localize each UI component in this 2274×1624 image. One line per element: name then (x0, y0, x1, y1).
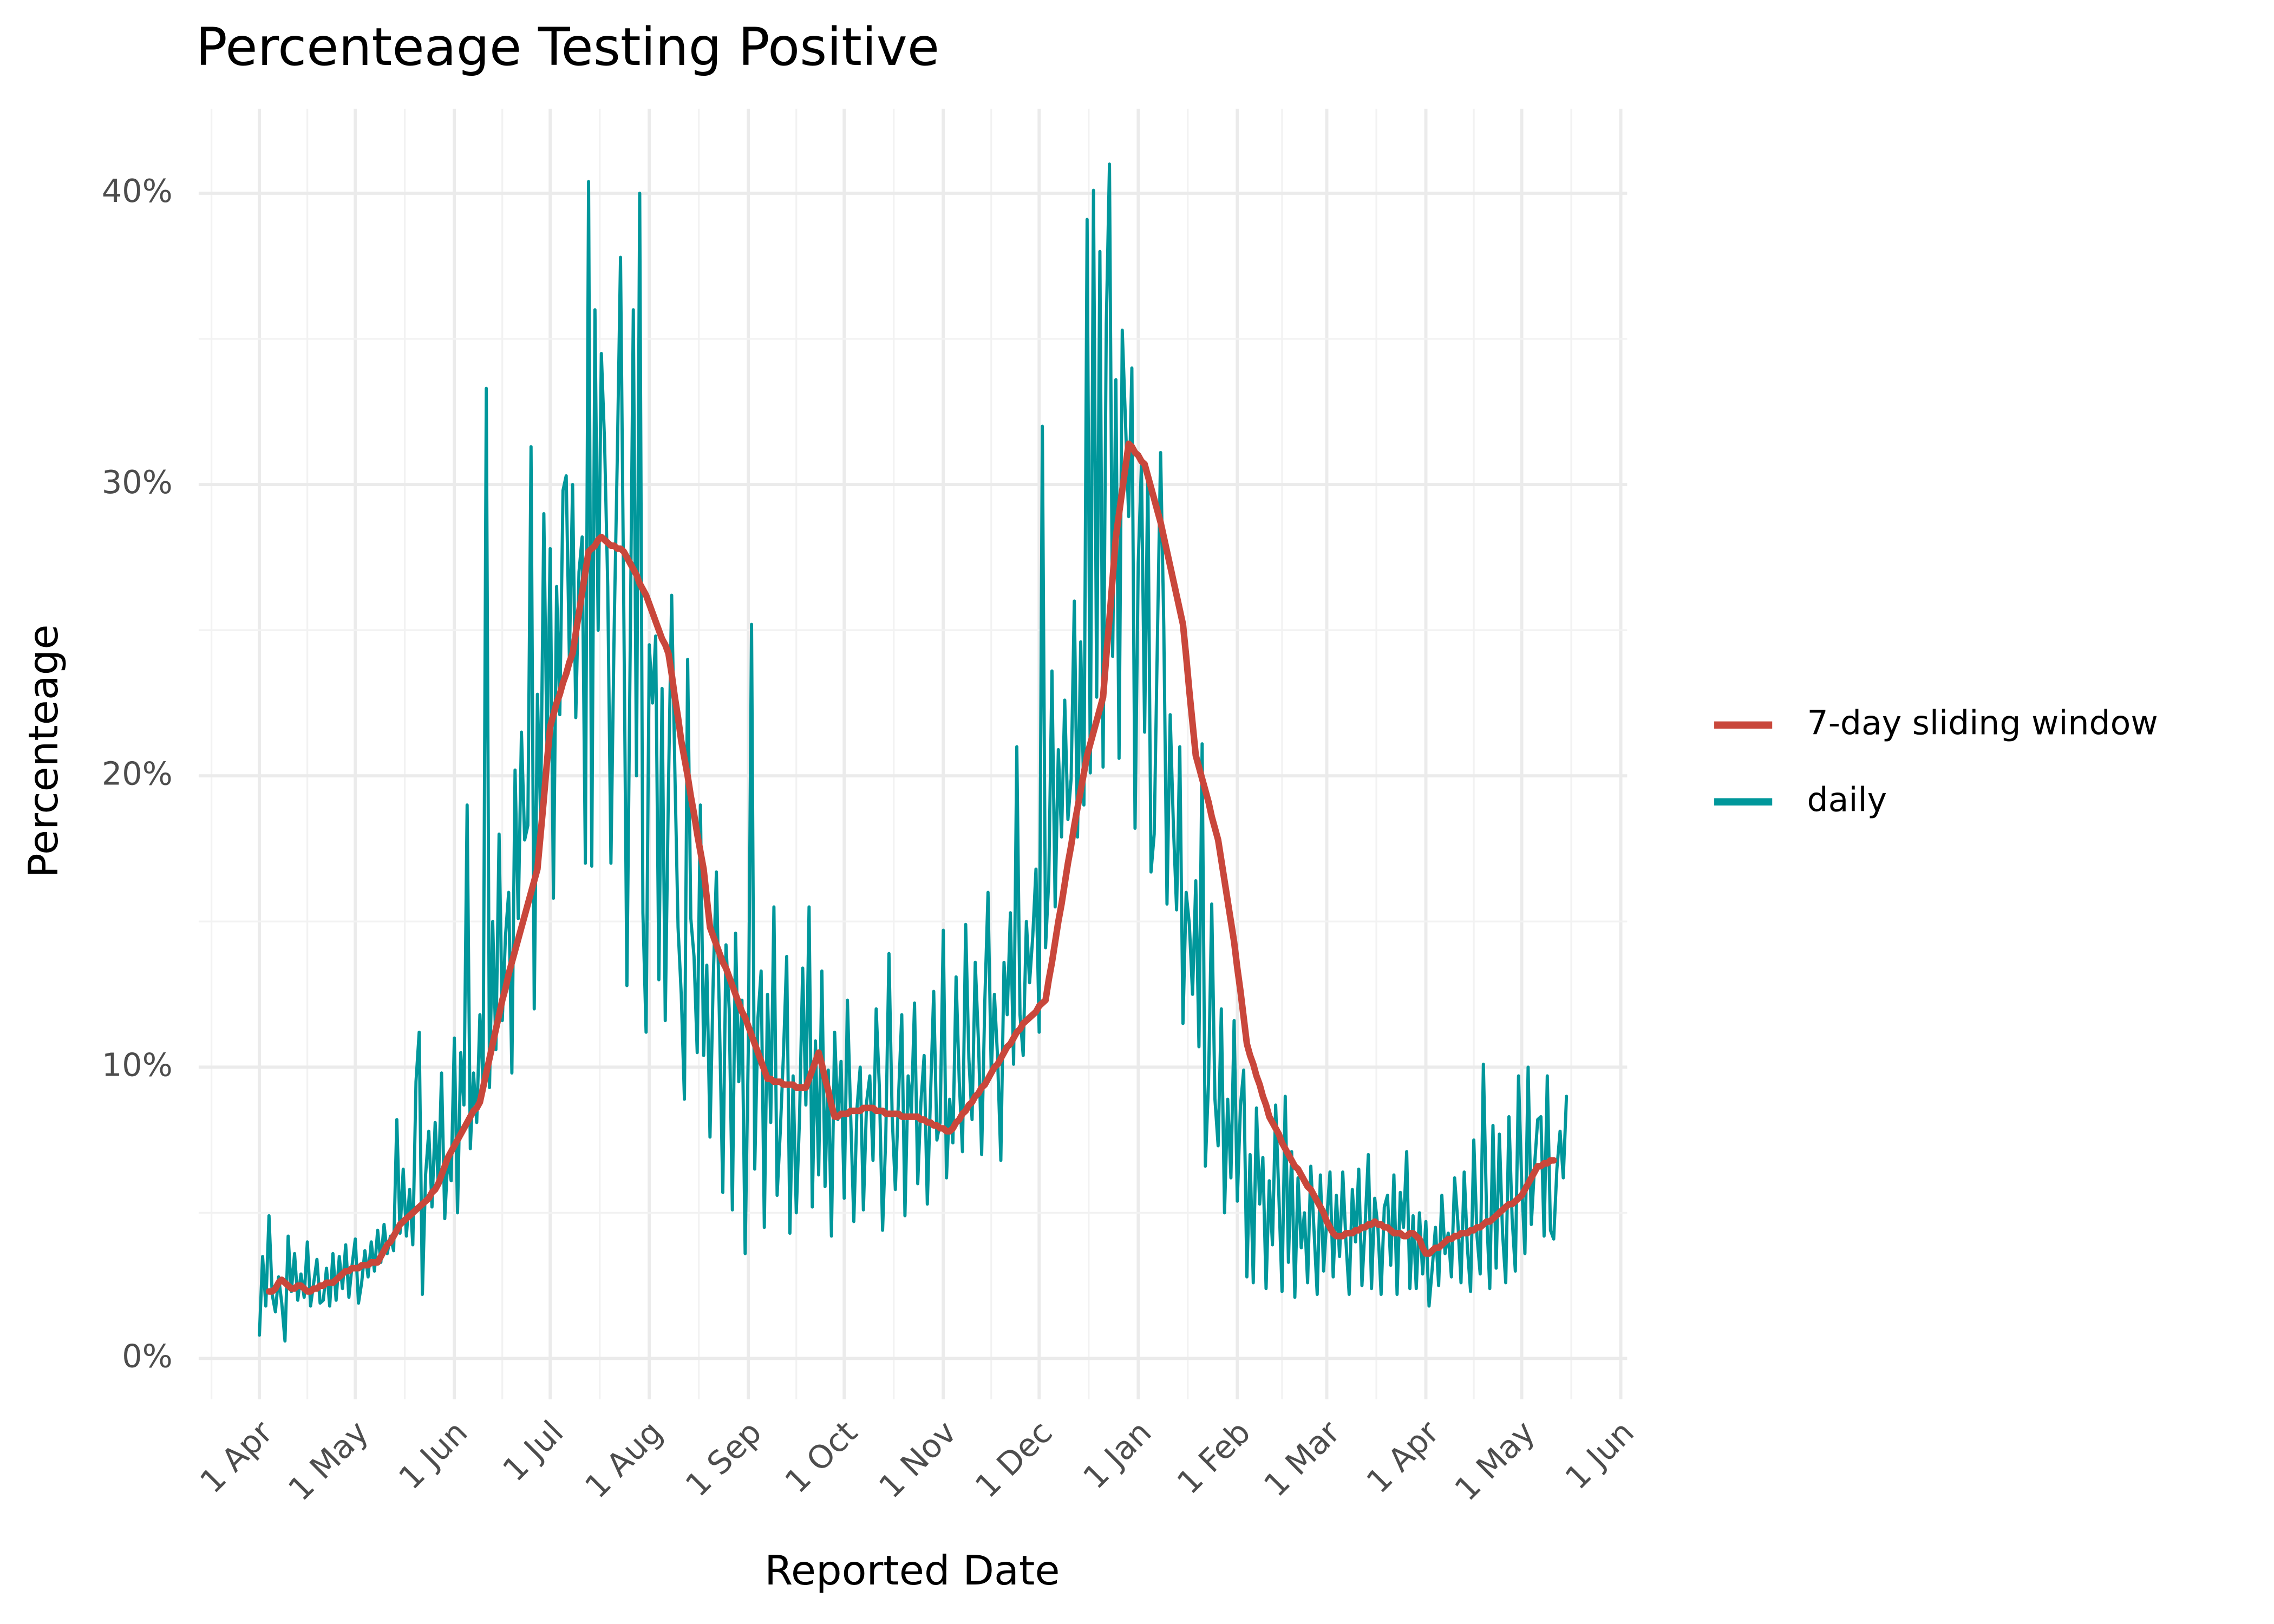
legend-label: daily (1807, 780, 1887, 819)
y-axis-title: Percenteage (19, 624, 67, 878)
y-tick-label: 40% (102, 172, 173, 209)
plot-area (258, 162, 1569, 1343)
chart-title: Percenteage Testing Positive (196, 17, 940, 77)
data-line (265, 440, 1557, 1295)
legend: 7-day sliding window daily (1714, 703, 2158, 819)
legend-label: 7-day sliding window (1807, 703, 2158, 742)
y-tick-label: 0% (122, 1338, 172, 1375)
y-tick-label: 10% (102, 1046, 173, 1083)
y-tick-label: 30% (102, 463, 173, 501)
x-axis-title: Reported Date (764, 1547, 1060, 1594)
y-tick-label: 20% (102, 755, 173, 792)
